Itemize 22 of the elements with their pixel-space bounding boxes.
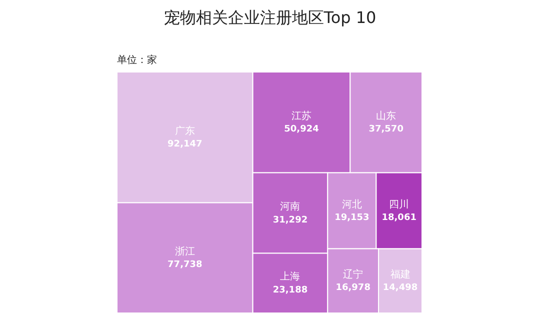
category-label: 上海: [280, 270, 300, 283]
category-label: 广东: [174, 124, 195, 137]
data-label: 23,188: [272, 286, 308, 296]
data-label: 77,738: [168, 260, 202, 270]
data-label: 16,978: [336, 283, 370, 294]
data-label: 50,924: [284, 124, 319, 135]
text: 单位：家: [117, 54, 157, 67]
category-label: 四川: [389, 198, 410, 210]
category-label: 辽宁: [343, 268, 364, 280]
data-label: 14,498: [382, 283, 418, 294]
data-label: 19,153: [334, 213, 370, 224]
category-label: 江苏: [291, 110, 312, 122]
text: 宠物相关企业注册地区Top 10: [162, 8, 378, 29]
category-label: 河南: [280, 200, 300, 213]
category-label: 河北: [342, 198, 362, 210]
data-label: 37,570: [368, 124, 404, 135]
category-label: 浙江: [174, 245, 195, 258]
data-label: 31,292: [272, 215, 308, 226]
data-label: 92,147: [168, 140, 202, 150]
data-label: 18,061: [382, 213, 416, 224]
category-label: 山东: [376, 110, 396, 122]
category-label: 福建: [390, 268, 410, 280]
